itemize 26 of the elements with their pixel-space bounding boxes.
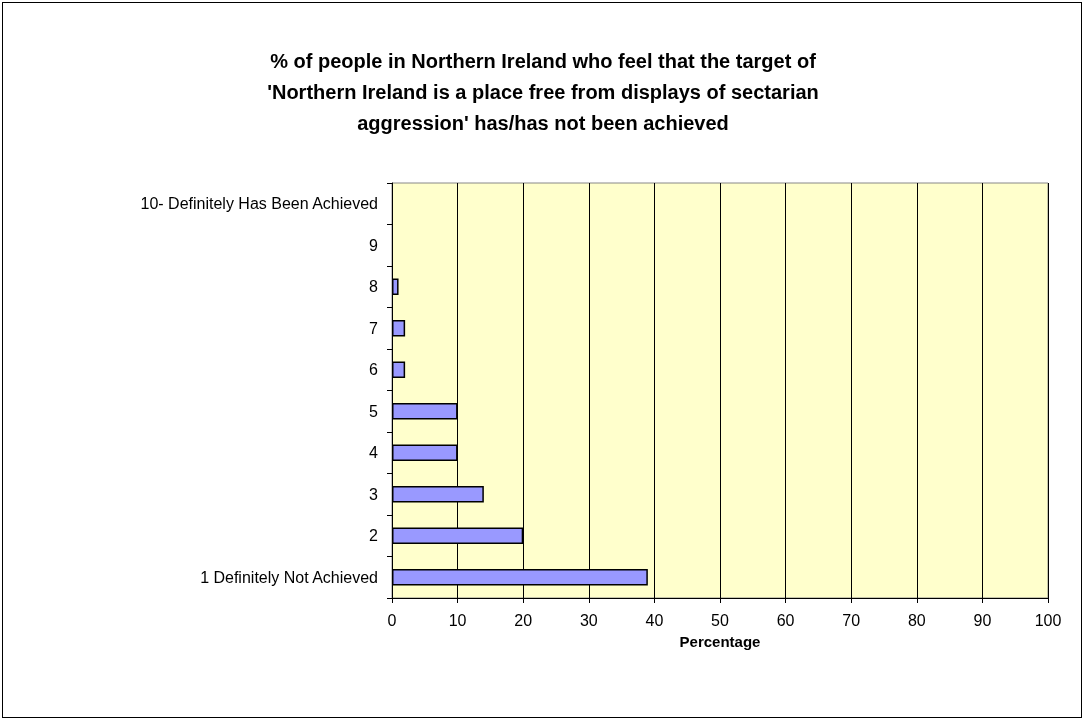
- bar: [392, 278, 399, 296]
- y-tick-label: 10- Definitely Has Been Achieved: [140, 195, 378, 213]
- y-tick-label: 8: [369, 278, 379, 296]
- bar: [392, 361, 406, 379]
- y-tick-label: 3: [369, 485, 379, 503]
- x-tick-label: 60: [776, 611, 795, 629]
- x-tick-label: 0: [387, 611, 397, 629]
- y-tick-label: 2: [369, 527, 379, 545]
- x-tick-label: 30: [579, 611, 598, 629]
- y-tick-label: 1 Definitely Not Achieved: [200, 568, 378, 586]
- bar: [392, 319, 406, 337]
- y-tick-label: 5: [369, 402, 379, 420]
- y-tick-label: 6: [369, 361, 379, 379]
- y-tick-label: 4: [369, 444, 379, 462]
- x-tick-label: 40: [645, 611, 664, 629]
- x-tick-label: 10: [448, 611, 467, 629]
- x-tick-label: 80: [907, 611, 926, 629]
- x-tick-label: 20: [514, 611, 533, 629]
- x-tick-label: 70: [842, 611, 861, 629]
- chart-title: % of people in Northern Ireland who feel that the target of 'Northern Ireland is a place free from displays of sectarian aggression' has/has not been achieved: [267, 49, 819, 134]
- x-axis-title: Percentage: [679, 633, 761, 650]
- x-tick-label: 50: [711, 611, 729, 629]
- y-tick-label: 7: [369, 319, 379, 337]
- y-tick-label: 9: [369, 236, 379, 254]
- x-tick-label: 100: [1034, 611, 1062, 629]
- x-tick-label: 90: [973, 611, 992, 629]
